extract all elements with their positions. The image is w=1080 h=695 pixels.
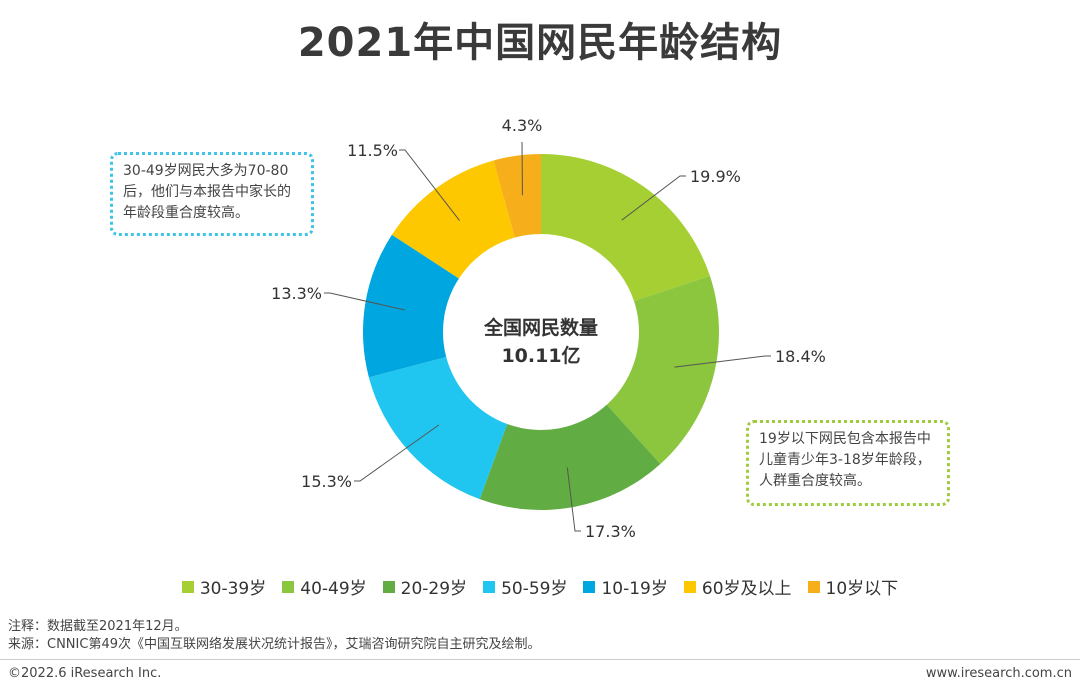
center-label-line1: 全国网民数量 xyxy=(483,316,598,339)
slice-50-59岁 xyxy=(368,356,508,500)
notes: 注释：数据截至2021年12月。 来源：CNNIC第49次《中国互联网络发展状况… xyxy=(8,618,540,654)
slice-30-39岁 xyxy=(541,154,710,302)
slice-label: 13.3% xyxy=(271,284,322,303)
legend-item: 40-49岁 xyxy=(282,574,367,599)
leader-line xyxy=(674,355,771,368)
slice-20-29岁 xyxy=(479,404,661,510)
legend: 30-39岁 40-49岁 20-29岁 50-59岁 10-19岁 60岁及以上 10岁以… xyxy=(0,574,1080,599)
center-label-line2: 10.11亿 xyxy=(501,344,580,367)
legend-item: 50-59岁 xyxy=(483,574,567,599)
leader-line xyxy=(399,149,460,221)
legend-swatch xyxy=(483,580,496,593)
slice-40-49岁 xyxy=(606,275,719,465)
legend-item: 20-29岁 xyxy=(382,574,468,599)
slice-label: 17.3% xyxy=(585,522,636,541)
legend-label: 10-19岁 xyxy=(601,579,668,599)
callout-right: 19岁以下网民包含本报告中儿童青少年3-18岁年龄段，人群重合度较高。 xyxy=(746,420,950,506)
note-line: 注释：数据截至2021年12月。 xyxy=(8,619,188,634)
slice-labels: 19.9% 18.4% 17.3% 15.3% 13.3% 11.5% 4.3% xyxy=(271,116,826,541)
slice-label: 18.4% xyxy=(775,347,826,366)
donut-slices xyxy=(362,154,719,510)
source-line: 来源：CNNIC第49次《中国互联网络发展状况统计报告》，艾瑞咨询研究院自主研究… xyxy=(8,637,541,652)
slice-label: 4.3% xyxy=(502,116,543,135)
slice-label: 19.9% xyxy=(690,167,741,186)
chart-title: 2021年中国网民年龄结构 xyxy=(297,20,783,66)
legend-item: 30-39岁 xyxy=(181,574,267,599)
legend-item: 60岁及以上 xyxy=(683,574,792,599)
legend-label: 60岁及以上 xyxy=(701,579,792,599)
legend-label: 30-39岁 xyxy=(199,579,267,599)
slice-label: 11.5% xyxy=(347,141,398,160)
legend-label: 40-49岁 xyxy=(300,579,367,599)
donut-chart: 19.9% 18.4% 17.3% 15.3% 13.3% 11.5% 4.3% 全国网民数… xyxy=(271,116,826,541)
leader-line xyxy=(354,424,440,482)
slice-10-19岁 xyxy=(362,234,459,378)
legend-swatch xyxy=(583,580,596,593)
legend-swatch xyxy=(282,580,295,593)
leader-line xyxy=(324,292,405,311)
legend-item: 10-19岁 xyxy=(583,574,668,599)
callout-left: 30-49岁网民大多为70-80后，他们与本报告中家长的年龄段重合度较高。 xyxy=(110,152,314,236)
legend-swatch xyxy=(382,580,395,593)
slice-label: 15.3% xyxy=(301,472,352,491)
legend-label: 10岁以下 xyxy=(825,579,899,599)
leader-line xyxy=(566,467,581,532)
legend-item: 10岁以下 xyxy=(807,574,899,599)
legend-label: 20-29岁 xyxy=(400,579,468,599)
slice-10岁以下 xyxy=(493,154,541,238)
legend-label: 50-59岁 xyxy=(501,579,568,599)
footer-divider xyxy=(0,659,1080,660)
leader-line xyxy=(621,175,686,221)
website-text: www.iresearch.com.cn xyxy=(925,666,1072,681)
copyright-text: ©2022.6 iResearch Inc. xyxy=(8,666,162,681)
legend-swatch xyxy=(683,580,696,593)
leader-lines xyxy=(324,141,771,532)
legend-swatch xyxy=(181,580,194,593)
slice-60岁及以上 xyxy=(391,160,515,279)
legend-swatch xyxy=(807,580,820,593)
